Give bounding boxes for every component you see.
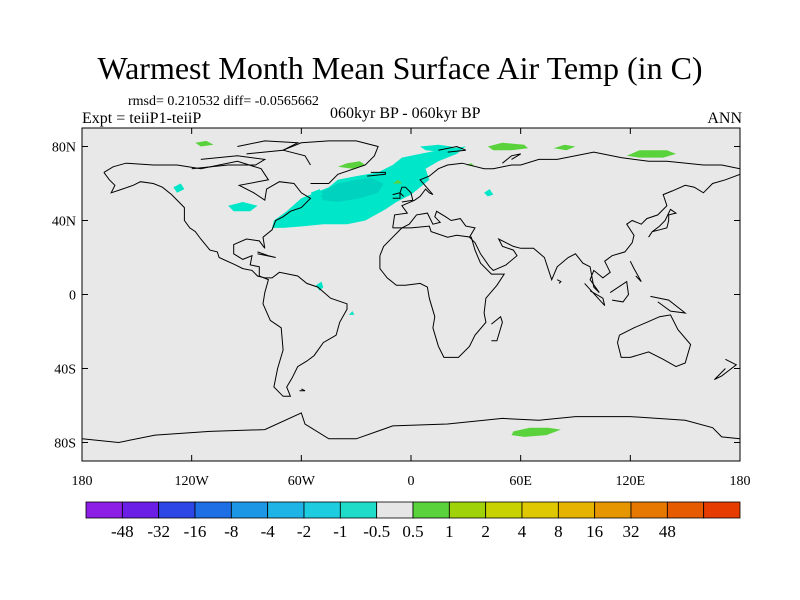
anomaly-region (319, 177, 384, 202)
anomaly-region (553, 144, 576, 151)
coastline (650, 295, 687, 314)
x-tick-label: 120W (175, 474, 210, 489)
coastline (299, 388, 306, 392)
x-tick-label: 180 (730, 474, 751, 489)
colorbar-swatch (594, 501, 632, 519)
x-axis: 180 120W 60W 0 60E 120E 180 (72, 128, 751, 489)
colorbar-swatch (703, 501, 741, 519)
colorbar-label: 1 (445, 522, 454, 541)
x-tick-label: 60E (509, 474, 532, 489)
x-tick-label: 180 (72, 474, 93, 489)
coastline (379, 225, 506, 358)
coastlines (82, 140, 740, 444)
coastline (616, 314, 692, 368)
coastline (556, 279, 562, 284)
colorbar-swatch (85, 501, 123, 519)
colorbar-label: -1 (333, 522, 347, 541)
colorbar-swatch (630, 501, 668, 519)
colorbar-label: 4 (518, 522, 527, 541)
colorbar-swatch (521, 501, 559, 519)
anomaly-region (420, 144, 459, 153)
anomaly-region (487, 142, 528, 151)
coastline (82, 412, 740, 444)
y-tick-label: 40N (52, 215, 76, 230)
colorbar-label: -8 (224, 522, 238, 541)
colorbar-label: -32 (147, 522, 170, 541)
colorbar-swatch (121, 501, 160, 519)
y-tick-label: 0 (69, 289, 76, 304)
coastline (491, 315, 503, 342)
coastline (714, 358, 738, 381)
colorbar-label: 32 (623, 522, 640, 541)
coastline (438, 145, 466, 153)
chart-title: Warmest Month Mean Surface Air Temp (in … (97, 50, 703, 86)
y-tick-label: 40S (54, 363, 76, 378)
coastline (237, 140, 300, 155)
anomaly-region (173, 183, 185, 193)
coastline (502, 153, 521, 164)
anomaly-regions (173, 140, 676, 437)
y-axis: 80N 40N 0 40S 80S (52, 141, 740, 452)
x-tick-label: 120E (616, 474, 646, 489)
anomaly-region (348, 311, 355, 315)
y-tick-label: 80N (52, 141, 76, 156)
colorbar-swatch (158, 501, 196, 519)
colorbar-swatch (230, 501, 269, 519)
colorbar-label: -48 (111, 522, 134, 541)
stats-text: rmsd= 0.210532 diff= -0.0565662 (128, 94, 319, 109)
colorbar-label: -16 (184, 522, 207, 541)
coastline (367, 171, 386, 177)
anomaly-region (626, 150, 676, 158)
coastline (191, 155, 267, 170)
anomaly-region (310, 189, 324, 197)
colorbar-swatch (194, 501, 232, 519)
coastline (281, 140, 379, 184)
colorbar-label: 8 (554, 522, 563, 541)
colorbar-label: -4 (261, 522, 276, 541)
experiment-label: Expt = teiiP1-teiiP (82, 110, 202, 127)
colorbar-label: 2 (481, 522, 490, 541)
colorbar-swatch (376, 501, 414, 519)
colorbar-swatch (303, 501, 341, 519)
colorbar-label: 48 (659, 522, 676, 541)
season-label: ANN (707, 110, 742, 127)
coastline (392, 192, 401, 199)
period-label: 060kyr BP - 060kyr BP (330, 105, 481, 122)
coastline (629, 260, 642, 282)
colorbar-swatch (448, 501, 487, 519)
x-tick-label: 0 (408, 474, 415, 489)
coastline (609, 280, 630, 303)
colorbar-label: 0.5 (402, 522, 423, 541)
colorbar-swatch (485, 501, 523, 519)
coastline (648, 208, 678, 238)
colorbar-swatch (666, 501, 705, 519)
colorbar-swatch (339, 501, 378, 519)
anomaly-region (195, 140, 214, 147)
anomaly-region (228, 202, 258, 212)
colorbar-swatch (412, 501, 450, 519)
anomaly-region (511, 427, 561, 437)
colorbar-label: -2 (297, 522, 311, 541)
y-tick-label: 80S (54, 437, 76, 452)
x-tick-label: 60W (288, 474, 316, 489)
anomaly-region (484, 189, 494, 197)
colorbar-swatch (557, 501, 596, 519)
coastline (257, 251, 276, 258)
colorbar-swatch (267, 501, 305, 519)
anomaly-region (392, 179, 402, 184)
colorbar-label: 16 (586, 522, 603, 541)
coastline (103, 160, 348, 397)
colorbar-label: -0.5 (363, 522, 390, 541)
colorbar: -48 -32 -16 -8 -4 -2 -1 -0.5 0.5 1 2 4 8 16 32 48 (85, 501, 741, 541)
coastline (584, 283, 606, 306)
anomaly-region (316, 281, 324, 291)
